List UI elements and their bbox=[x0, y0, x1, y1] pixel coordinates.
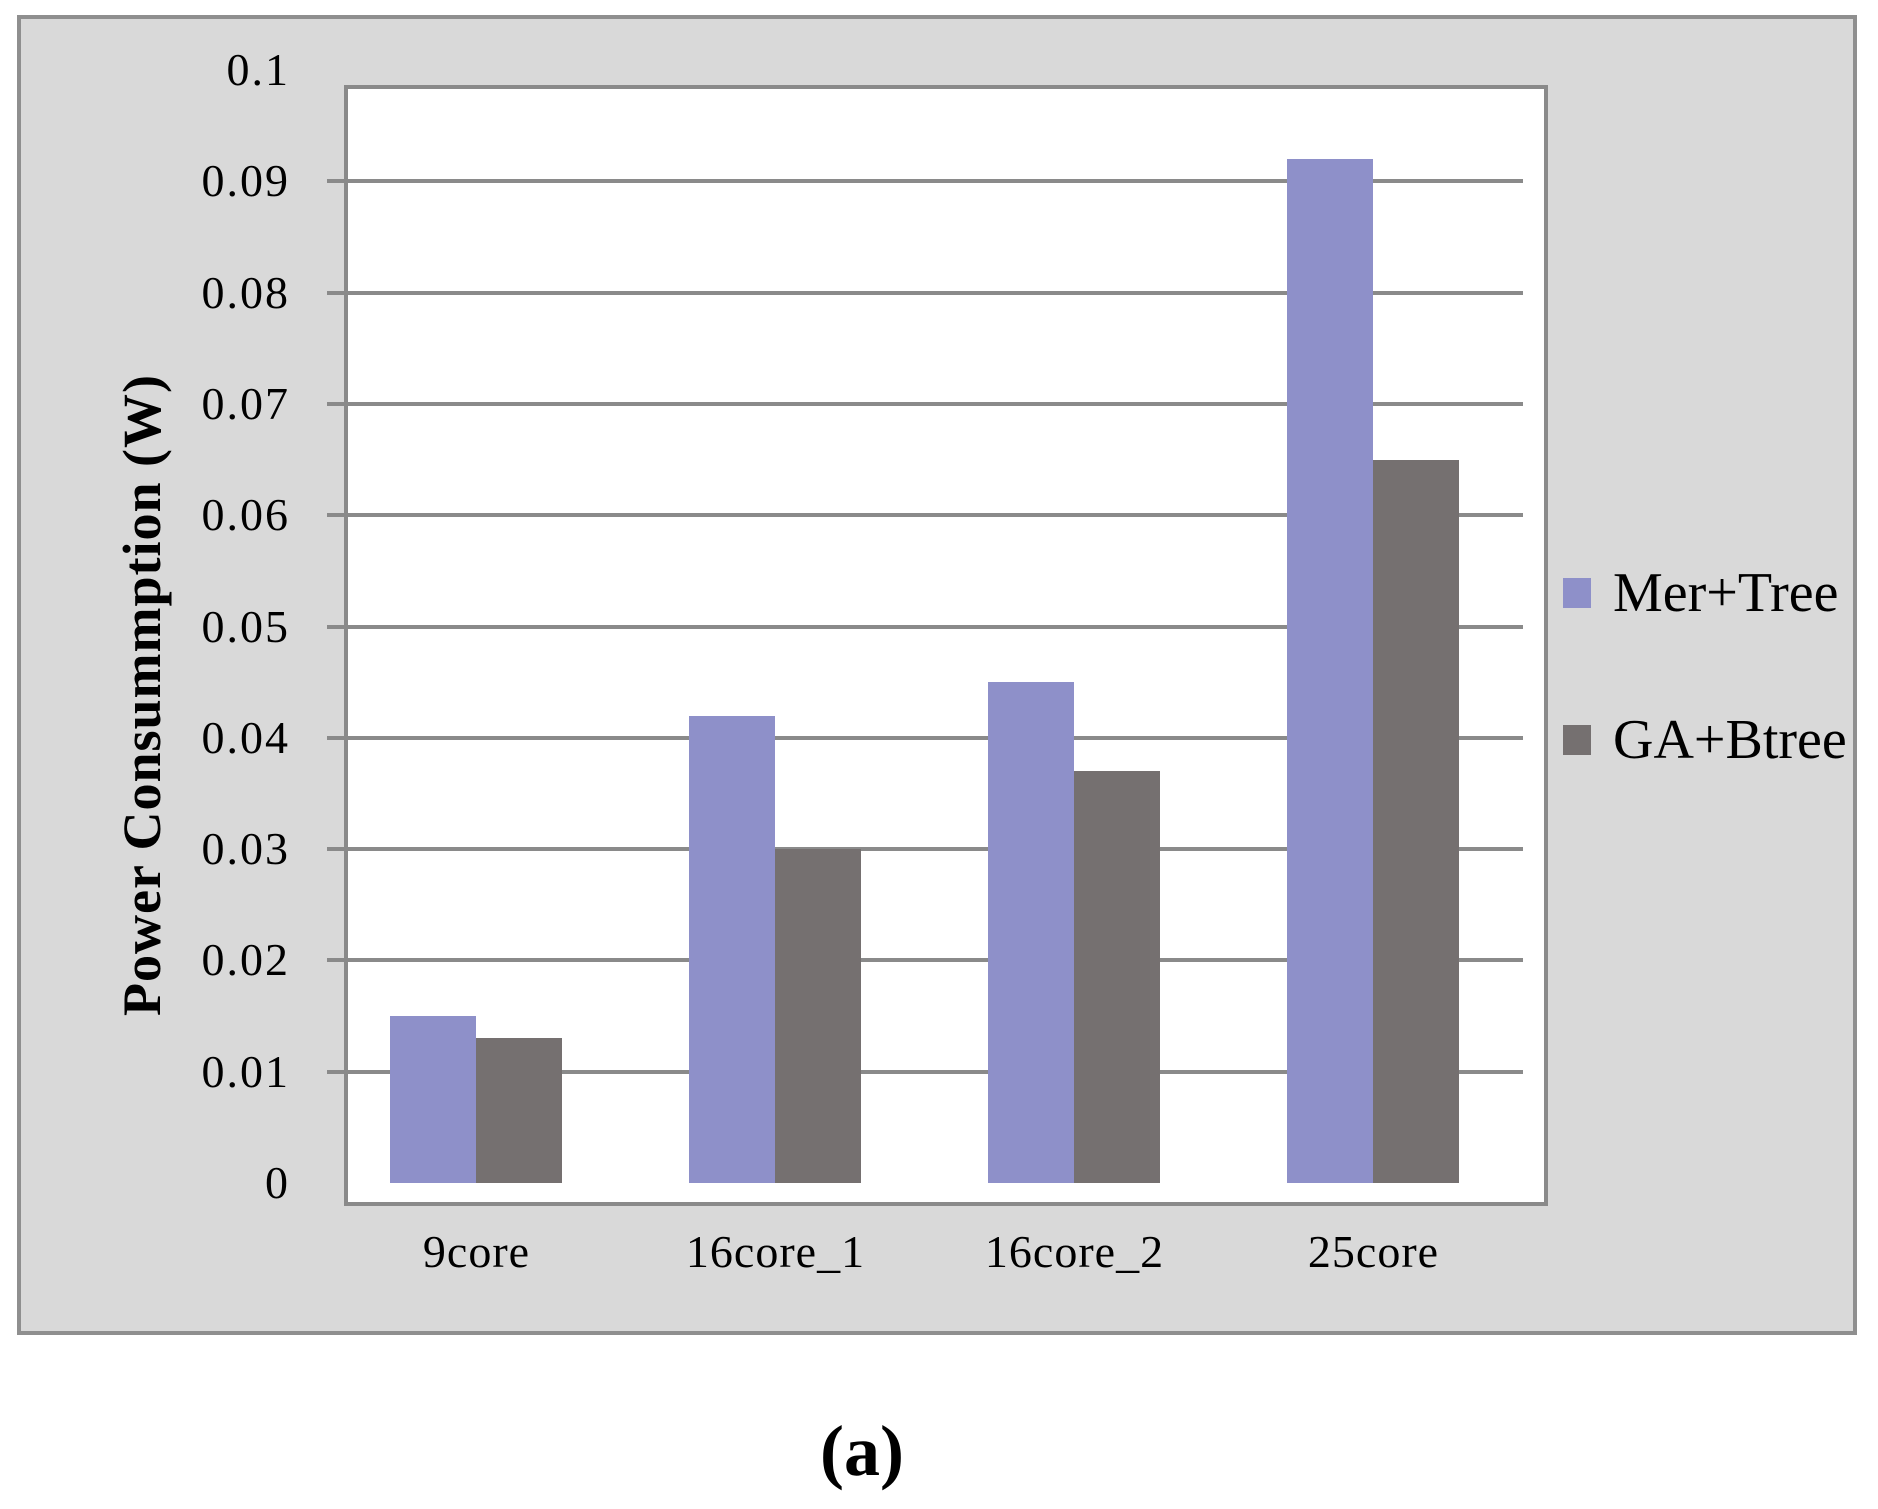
gridline bbox=[327, 290, 1523, 295]
legend-label: Mer+Tree bbox=[1613, 562, 1839, 624]
y-tick-label: 0.01 bbox=[201, 1045, 290, 1097]
gridline bbox=[327, 847, 1523, 852]
bar-16core_2-GA+Btree bbox=[1074, 771, 1160, 1183]
bar-25core-GA+Btree bbox=[1373, 460, 1459, 1183]
legend-label: GA+Btree bbox=[1613, 709, 1847, 771]
gridline bbox=[327, 401, 1523, 406]
bar-16core_1-GA+Btree bbox=[775, 849, 861, 1183]
bar-16core_2-Mer+Tree bbox=[988, 682, 1074, 1183]
gridline bbox=[327, 513, 1523, 518]
gridline bbox=[327, 1069, 1523, 1074]
x-tick-label: 25core bbox=[1307, 1226, 1440, 1277]
y-tick-label: 0 bbox=[265, 1157, 290, 1208]
y-tick-label: 0.1 bbox=[226, 44, 290, 95]
bar-9core-Mer+Tree bbox=[390, 1016, 476, 1183]
gridline bbox=[327, 735, 1523, 740]
y-tick-label: 0.08 bbox=[201, 266, 290, 318]
y-tick-label: 0.04 bbox=[201, 711, 290, 763]
bar-25core-Mer+Tree bbox=[1287, 159, 1373, 1183]
legend-marker-icon bbox=[1563, 725, 1591, 755]
y-tick-label: 0.02 bbox=[201, 934, 290, 986]
gridline bbox=[327, 624, 1523, 629]
legend-marker-icon bbox=[1563, 578, 1591, 608]
figure-caption: (a) bbox=[820, 1411, 904, 1491]
bar-16core_1-Mer+Tree bbox=[689, 716, 775, 1183]
y-tick-label: 0.05 bbox=[201, 600, 290, 652]
y-tick-label: 0.03 bbox=[201, 823, 290, 875]
x-tick-label: 9core bbox=[422, 1226, 531, 1277]
gridline bbox=[327, 179, 1523, 184]
y-tick-label: 0.07 bbox=[201, 377, 290, 429]
y-tick-label: 0.06 bbox=[201, 489, 290, 541]
bar-9core-GA+Btree bbox=[476, 1038, 562, 1183]
chart-panel: Power Consummption (W) 0 0.01 0.02 0.03 0.04… bbox=[17, 15, 1857, 1335]
x-tick-label: 16core_1 bbox=[685, 1226, 866, 1277]
x-tick-label: 16core_2 bbox=[984, 1226, 1165, 1277]
y-tick-label: 0.09 bbox=[201, 155, 290, 207]
gridline bbox=[327, 958, 1523, 963]
